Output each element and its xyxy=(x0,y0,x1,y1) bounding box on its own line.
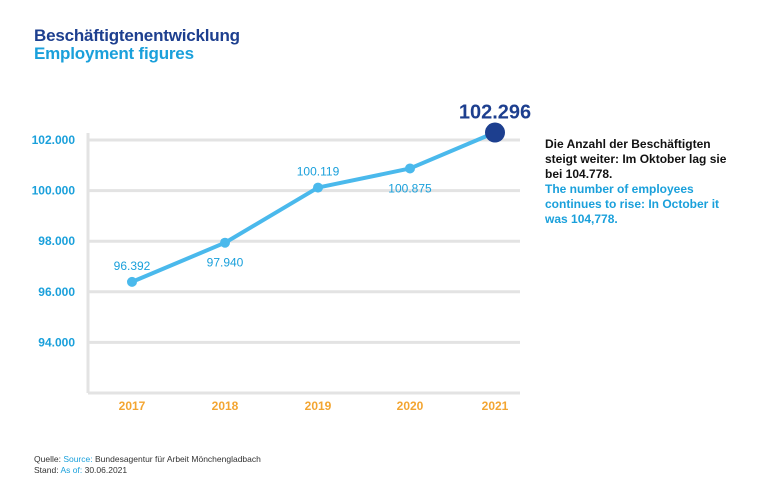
x-tick-label: 2018 xyxy=(212,399,239,413)
data-point xyxy=(220,237,230,248)
date-value: 30.06.2021 xyxy=(84,465,128,475)
series-line xyxy=(130,130,497,284)
chart-title: Beschäftigtenentwicklung xyxy=(34,26,240,45)
footer-date: Stand: As of: 30.06.2021 xyxy=(34,465,127,475)
data-point xyxy=(127,276,137,287)
x-tick-label: 2019 xyxy=(305,399,332,413)
annotation-note-de: Die Anzahl der Beschäftigten steigt weit… xyxy=(545,137,727,181)
annotation-note-en: The number of employees continues to ris… xyxy=(545,182,720,226)
source-label-en: Source: xyxy=(63,454,93,464)
y-tick-label: 94.000 xyxy=(38,335,75,349)
x-tick-label: 2021 xyxy=(482,399,509,413)
y-tick-label: 98.000 xyxy=(38,234,75,248)
date-label-de: Stand: xyxy=(34,465,59,475)
data-label: 96.392 xyxy=(114,259,151,273)
footer-source: Quelle: Source: Bundesagentur für Arbeit… xyxy=(34,454,261,464)
data-point xyxy=(485,122,505,143)
data-label: 100.875 xyxy=(388,181,432,195)
y-tick-label: 102.000 xyxy=(32,133,76,147)
source-value: Bundesagentur für Arbeit Mönchengladbach xyxy=(94,454,261,464)
x-tick-label: 2017 xyxy=(119,399,146,413)
date-label-en: As of: xyxy=(60,465,83,475)
x-tick-label: 2020 xyxy=(397,399,424,413)
data-label: 97.940 xyxy=(207,256,244,270)
data-point xyxy=(405,163,415,174)
y-tick-label: 96.000 xyxy=(38,285,75,299)
data-label-highlight: 102.296 xyxy=(459,102,531,124)
data-label: 100.119 xyxy=(297,165,340,179)
source-label-de: Quelle: xyxy=(34,454,61,464)
annotation-note: Die Anzahl der Beschäftigten steigt weit… xyxy=(545,137,740,227)
y-tick-label: 100.000 xyxy=(32,184,76,198)
data-point xyxy=(313,182,323,193)
chart-subtitle: Employment figures xyxy=(34,44,194,63)
